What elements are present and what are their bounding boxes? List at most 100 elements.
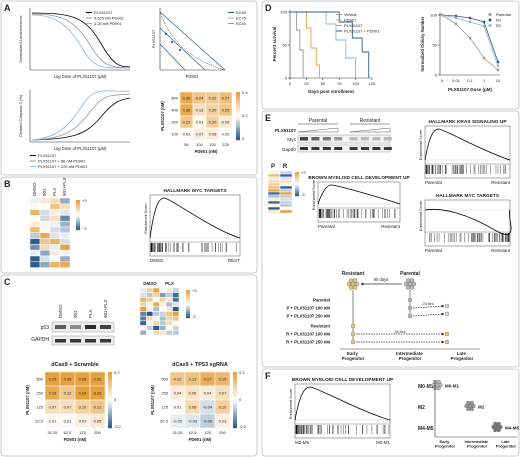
panel-frame (0, 176, 258, 274)
colorbar-label: +3 (82, 198, 87, 203)
heatmap-cell (146, 311, 154, 317)
point (482, 24, 486, 28)
cell-icon (407, 305, 413, 311)
colorbar (76, 222, 80, 225)
line (412, 313, 445, 317)
heatmap-cell (267, 197, 281, 202)
point (482, 20, 486, 24)
row-label: 62.5 (160, 419, 169, 424)
column-label: PLX (88, 309, 93, 318)
heatmap-cell (152, 297, 160, 303)
colorbar (76, 207, 80, 210)
column-label: 250 (94, 430, 101, 435)
heatmap-cell (159, 325, 167, 331)
arrow-head (441, 312, 445, 316)
heatmap-cell (29, 215, 41, 222)
axis-label: PLX51107 (151, 29, 156, 48)
colorbar (186, 292, 190, 295)
point (164, 32, 168, 36)
arrow-head (360, 282, 364, 286)
cell-value: 0.01 (49, 419, 58, 424)
column-label: 62.5 (64, 430, 73, 435)
stage-label: Early Progenitor (342, 351, 365, 361)
colorbar (108, 372, 112, 375)
colorbar-label: -3 (192, 314, 196, 319)
heatmap-cell (267, 206, 281, 211)
colorbar (108, 374, 112, 378)
colorbar (295, 188, 299, 191)
heatmap-cell (172, 311, 180, 317)
treatment-label: PLX51107 (275, 128, 297, 133)
heatmap-cell (172, 306, 180, 312)
heatmap-cell (165, 287, 173, 293)
colorbar (76, 218, 80, 220)
heatmap-cell (139, 325, 147, 331)
colorbar (295, 181, 299, 183)
heatmap-cell (39, 215, 51, 222)
heatmap-cell (279, 203, 293, 208)
cell-icon (493, 428, 498, 433)
heatmap-cell (39, 220, 51, 228)
heatmap-cell (267, 176, 281, 181)
cell-value: 0.26 (94, 391, 103, 396)
gsea-left: M2-M5 (295, 440, 309, 445)
colorbar (236, 101, 240, 105)
column-label: R (283, 164, 288, 170)
band (55, 339, 66, 343)
band (311, 147, 320, 150)
point (454, 22, 458, 26)
cell-value: 0.23 (49, 377, 58, 382)
colorbar-label: −3 (82, 226, 87, 231)
cell-value: 0.18 (49, 391, 58, 396)
band (349, 137, 358, 141)
edge-label: 24 hrs (422, 301, 433, 306)
heatmap-cell (39, 203, 51, 210)
band (334, 137, 343, 141)
column-label: 901 (73, 310, 78, 318)
colorbar-label: 0 (114, 397, 117, 402)
point (178, 48, 182, 52)
cell-value: 0.08 (189, 405, 198, 410)
colorbar (186, 311, 190, 313)
colorbar (76, 213, 80, 216)
arrow-head (441, 340, 445, 344)
colorbar (233, 372, 237, 375)
legend-entry: R2 (496, 23, 502, 28)
colorbar (233, 425, 237, 429)
tick-label: 25 (304, 81, 309, 86)
colorbar-label: 0.4 (242, 90, 248, 95)
cell-icon (350, 323, 356, 329)
colorbar (295, 191, 299, 193)
curve (159, 43, 186, 71)
cell-value: 0.07 (196, 132, 205, 137)
colorbar (233, 402, 237, 406)
legend-entry: EC75 (236, 16, 247, 21)
column-label: 901 (42, 188, 47, 196)
colorbar (186, 315, 190, 317)
heatmap-cell (59, 209, 71, 216)
gsea-right: M0-M1 (376, 440, 390, 445)
gsea-title: BROWN MYELOID CELL DEVELOPMENT UP (308, 175, 410, 181)
colorbar-label: 0.2 (114, 370, 120, 375)
column-label: DMSO (58, 304, 63, 318)
gsea-frame (317, 181, 401, 223)
heatmap-cell (172, 315, 180, 322)
point (170, 40, 174, 44)
colorbar-label: -0.2 (239, 424, 247, 429)
colorbar (108, 400, 112, 403)
colorbar (233, 377, 237, 381)
colorbar (186, 305, 190, 307)
condition-label: P + PLX51107 250 nM (286, 314, 330, 319)
legend-entry: Vehicle (344, 12, 358, 17)
group-label: M4-M5 (418, 426, 434, 432)
heatmap-cell (39, 261, 51, 268)
colorbar (295, 186, 299, 188)
cell-value: 0.09 (222, 120, 231, 125)
colorbar (236, 104, 240, 107)
stage-label: Intermediate Progenitor (465, 439, 490, 449)
cell-icon (405, 278, 411, 283)
legend-entry: EC50 (236, 21, 247, 26)
band (300, 147, 308, 150)
heatmap-cell (59, 255, 71, 263)
colorbar (236, 116, 240, 119)
